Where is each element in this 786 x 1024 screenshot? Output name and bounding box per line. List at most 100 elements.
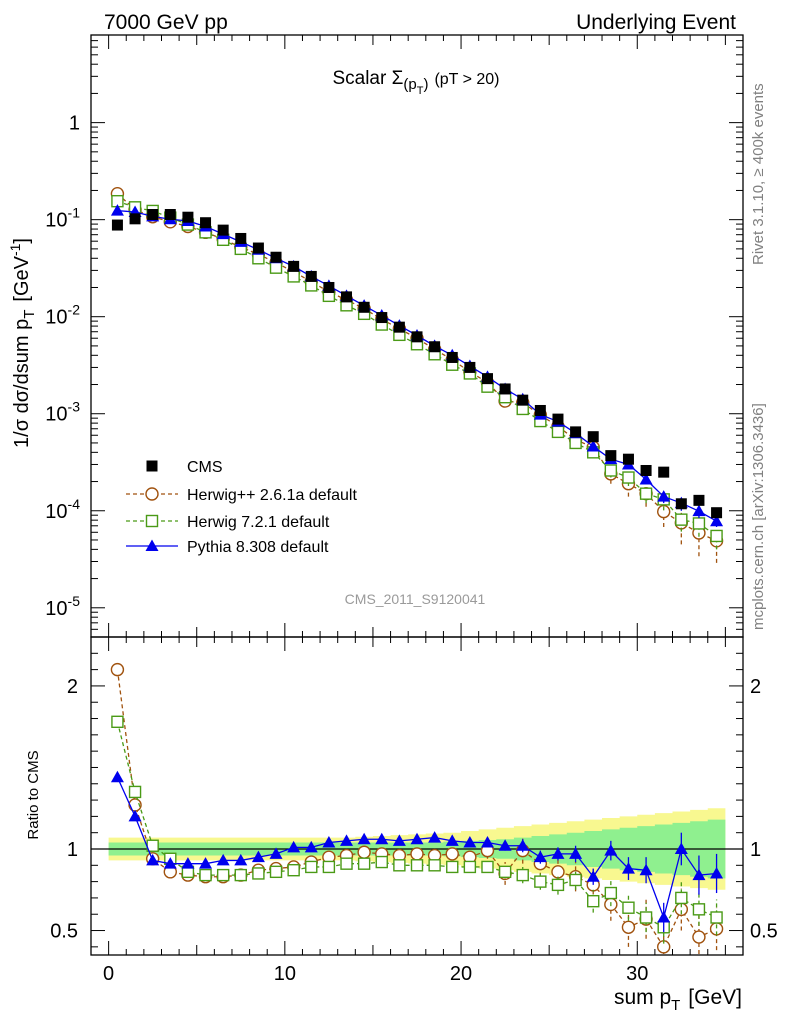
herwigpp-main-point bbox=[657, 504, 671, 519]
legend-marker-cms bbox=[146, 460, 158, 472]
cms-main-point bbox=[182, 211, 194, 223]
legend-marker-pythia bbox=[145, 539, 159, 551]
main-ytick-label-exp: -4 bbox=[68, 496, 81, 512]
legend-marker-herwig7 bbox=[145, 514, 159, 528]
herwig7-main-point bbox=[569, 436, 582, 450]
ratio-frame bbox=[90, 636, 744, 956]
herwig7-ratio-point bbox=[428, 859, 441, 872]
cms-main-point bbox=[429, 341, 441, 353]
pythia-ratio-point bbox=[128, 809, 142, 822]
pythia-ratio-point bbox=[533, 850, 547, 863]
herwig7-ratio-point bbox=[287, 864, 300, 877]
cms-main-point bbox=[587, 431, 599, 443]
pythia-ratio-point bbox=[445, 834, 459, 846]
pythia-ratio-point bbox=[322, 835, 336, 848]
cms-main-point bbox=[305, 270, 317, 282]
main-ytick-label-exp: -5 bbox=[68, 593, 81, 609]
pythia-ratio-point bbox=[304, 840, 318, 853]
herwig7-ratio-point bbox=[269, 865, 283, 879]
ratio-panel: 0.5 0.51 12 20 10 20 30 bbox=[50, 636, 778, 985]
main-ytick-label: 10-1 bbox=[45, 205, 80, 232]
herwig7-ratio-point bbox=[587, 894, 600, 908]
herwig7-main-point bbox=[710, 529, 723, 543]
herwig7-main-point bbox=[269, 261, 283, 274]
herwig7-ratio-point bbox=[357, 857, 371, 870]
pythia-ratio-point bbox=[639, 863, 653, 876]
herwig7-main-point bbox=[692, 517, 706, 530]
herwig7-ratio-point bbox=[128, 785, 142, 799]
pythia-ratio-point bbox=[710, 866, 724, 879]
ratio-ytick-label-right: 2 bbox=[750, 676, 761, 698]
x-tick-label: 10 bbox=[274, 963, 296, 985]
herwig7-ratio-point bbox=[216, 868, 230, 882]
cms-main-point bbox=[481, 373, 493, 385]
cms-main-point bbox=[499, 383, 511, 395]
pythia-ratio-point bbox=[199, 857, 213, 869]
cms-main-point bbox=[235, 232, 247, 244]
pythia-ratio-point bbox=[392, 834, 406, 846]
pythia-main-point bbox=[692, 504, 706, 517]
cms-main-point bbox=[711, 507, 723, 519]
herwigpp-ratio-point bbox=[410, 847, 424, 861]
herwig7-ratio-point bbox=[393, 859, 406, 872]
herwig7-ratio-point bbox=[199, 868, 212, 882]
ratio-ytick-label-left: 2 bbox=[67, 676, 78, 698]
main-title: Scalar Σ(pT) (pT > 20) bbox=[332, 68, 499, 97]
cms-main-point bbox=[605, 450, 617, 462]
herwig7-ratio-point bbox=[305, 860, 318, 874]
pythia-ratio-point bbox=[463, 835, 477, 848]
pythia-ratio-point bbox=[234, 853, 248, 866]
cms-main-point bbox=[129, 213, 141, 225]
rivet-label: Rivet 3.1.10, ≥ 400k events bbox=[750, 83, 767, 265]
main-ytick-label-exp: -3 bbox=[68, 399, 81, 415]
main-ytick-label: 10-2 bbox=[45, 302, 80, 329]
cms-main-point bbox=[164, 209, 176, 221]
main-ytick-label-base: 10 bbox=[45, 404, 67, 426]
ratio-ytick-label-left: 0.5 bbox=[50, 921, 78, 943]
main-ytick-label-base: 10 bbox=[45, 307, 67, 329]
cms-main-point bbox=[376, 312, 388, 324]
pythia-ratio-point bbox=[551, 847, 565, 859]
herwig7-ratio-point bbox=[322, 860, 336, 874]
mcplots-label: mcplots.cern.ch [arXiv:1306.3436] bbox=[750, 403, 767, 630]
cms-main-point bbox=[552, 413, 564, 425]
herwigpp-ratio-point bbox=[621, 920, 636, 934]
pythia-ratio-point bbox=[357, 832, 371, 845]
herwig7-ratio-point bbox=[481, 860, 494, 874]
x-tick-label: 20 bbox=[450, 963, 472, 985]
cms-main-point bbox=[622, 453, 634, 465]
pythia-ratio-point bbox=[375, 832, 389, 845]
cms-main-point bbox=[675, 498, 687, 510]
main-ytick-label: 10-5 bbox=[45, 593, 80, 620]
pythia-main-point bbox=[657, 490, 671, 502]
herwig7-ratio-point bbox=[516, 868, 529, 882]
pythia-ratio-point bbox=[480, 835, 494, 848]
herwig7-main-point bbox=[639, 487, 653, 500]
cms-main-point bbox=[658, 466, 670, 478]
cms-main-point bbox=[693, 494, 705, 506]
herwigpp-ratio-point bbox=[357, 845, 371, 859]
cms-main-point bbox=[288, 260, 300, 272]
pythia-ratio-point bbox=[692, 868, 706, 881]
herwig7-ratio-point bbox=[234, 868, 247, 882]
main-ytick-label-base: 10 bbox=[45, 598, 67, 620]
cms-main-point bbox=[200, 217, 212, 229]
pythia-ratio-point bbox=[269, 847, 283, 859]
pythia-ratio-point bbox=[146, 853, 160, 866]
pythia-ratio-point bbox=[516, 839, 530, 851]
pythia-ratio-point bbox=[498, 839, 512, 851]
pythia-ratio-point bbox=[604, 844, 618, 856]
pythia-ratio-point bbox=[181, 857, 195, 869]
herwig7-ratio-point bbox=[375, 855, 388, 869]
x-tick-label: 30 bbox=[626, 963, 648, 985]
ratio-ytick-label-left: 1 bbox=[67, 839, 78, 861]
herwig7-ratio-point bbox=[340, 857, 353, 870]
pythia-ratio-point bbox=[569, 847, 583, 859]
cms-main-point bbox=[570, 426, 582, 438]
herwig7-ratio-point bbox=[710, 911, 723, 924]
main-ytick-label-base: 1 bbox=[69, 113, 80, 135]
pythia-ratio-point bbox=[251, 850, 265, 863]
herwigpp-ratio-point bbox=[445, 847, 459, 861]
pythia-ratio-point bbox=[340, 834, 354, 846]
